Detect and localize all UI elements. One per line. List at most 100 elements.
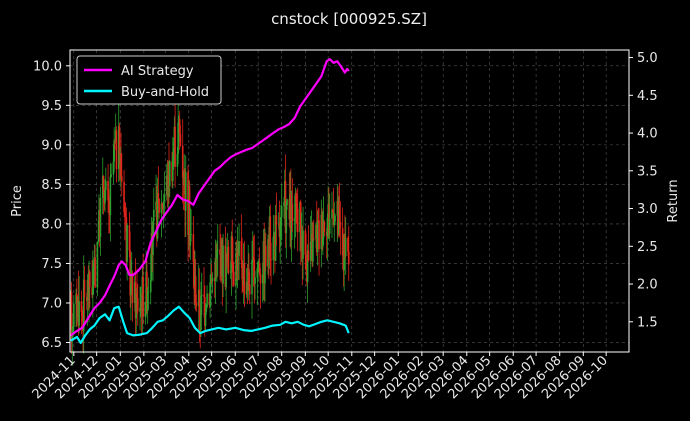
x-axis-ticks: 2024-112024-122025-012025-022025-032025-… — [30, 352, 611, 402]
price-candle-body — [83, 279, 86, 297]
price-candle-body — [304, 230, 307, 255]
price-candle-body — [144, 301, 147, 317]
price-candle-body — [269, 216, 272, 260]
price-candle-body — [326, 217, 329, 237]
price-candle-body — [272, 236, 275, 260]
price-candle-body — [118, 126, 121, 164]
price-candle-body — [302, 230, 304, 259]
price-candle-body — [120, 153, 122, 177]
price-candle-body — [347, 237, 349, 252]
price-candle-body — [283, 202, 285, 207]
price-candle-body — [189, 234, 192, 246]
price-candle-body — [231, 236, 234, 265]
price-candle-body — [102, 176, 105, 192]
price-candle-body — [174, 126, 176, 167]
price-candle-body — [222, 245, 224, 284]
price-candle-body — [113, 139, 115, 162]
price-candle-body — [147, 292, 150, 294]
price-candle-body — [331, 209, 333, 219]
price-candle-body — [112, 161, 115, 175]
price-candle-body — [321, 214, 323, 247]
price-candle-body — [243, 263, 246, 295]
price-candle-body — [146, 271, 148, 311]
price-candle-body — [161, 203, 163, 208]
price-candle-body — [229, 271, 232, 273]
price-candle-body — [203, 294, 205, 298]
price-candle-body — [198, 289, 201, 317]
price-candle-body — [259, 273, 262, 284]
price-candle-body — [258, 262, 261, 274]
price-candle-body — [307, 250, 310, 261]
price-candle-body — [248, 269, 250, 285]
price-candle-body — [200, 295, 202, 331]
price-candle-body — [296, 203, 298, 209]
price-candle-body — [136, 297, 139, 312]
price-candle-body — [139, 307, 141, 312]
price-candle-body — [338, 208, 341, 222]
price-candle-body — [332, 210, 335, 225]
price-candle-body — [73, 303, 75, 327]
price-candle-body — [109, 176, 112, 216]
price-candle-body — [150, 233, 153, 280]
price-candle-body — [163, 194, 166, 202]
price-candle-body — [97, 240, 99, 243]
price-candle-body — [261, 274, 264, 284]
left-tick-label: 9.5 — [41, 99, 62, 114]
price-candle-body — [216, 250, 218, 260]
price-candle-body — [240, 241, 243, 261]
price-candle-body — [227, 246, 230, 273]
right-axis-label: Return — [666, 179, 681, 222]
price-candle-body — [158, 198, 160, 213]
price-candle-body — [341, 228, 344, 256]
price-candle-body — [81, 312, 83, 316]
price-candle-body — [78, 301, 80, 326]
price-candle-body — [238, 241, 240, 256]
price-candle-body — [264, 245, 267, 267]
right-tick-label: 4.5 — [637, 89, 658, 104]
price-candle-body — [344, 237, 347, 256]
price-candle-body — [130, 283, 132, 296]
price-candle-body — [110, 174, 112, 177]
price-candle-body — [252, 256, 255, 260]
price-candle-body — [328, 218, 331, 234]
right-tick-label: 3.0 — [637, 202, 658, 217]
price-candle-body — [115, 130, 118, 170]
price-candle-body — [286, 199, 288, 206]
price-candle-body — [190, 234, 192, 235]
right-tick-label: 4.0 — [637, 127, 658, 142]
price-candle-body — [129, 250, 131, 296]
price-candle-body — [107, 180, 109, 201]
return-lines — [70, 58, 350, 344]
price-candle-body — [126, 225, 128, 262]
price-candle-body — [294, 193, 297, 218]
price-candle-body — [152, 209, 155, 222]
price-candle-body — [279, 225, 281, 238]
price-candle-body — [176, 153, 179, 167]
plot-frame — [69, 49, 630, 353]
price-candle-body — [347, 251, 350, 265]
legend-ai-label: AI Strategy — [121, 64, 194, 79]
left-tick-label: 10.0 — [33, 59, 62, 74]
price-candle-body — [290, 204, 293, 241]
price-candle-body — [333, 221, 336, 225]
legend-bh-label: Buy-and-Hold — [121, 85, 209, 100]
right-axis-ticks: 1.5 2.0 2.5 3.0 3.5 4.0 4.5 5.0 — [629, 51, 658, 330]
price-candle-body — [270, 259, 272, 260]
price-candle-body — [214, 257, 217, 282]
price-candle-body — [157, 192, 160, 199]
price-candle-body — [280, 216, 282, 226]
price-candle-body — [195, 303, 198, 307]
price-candle-body — [123, 181, 125, 212]
price-candle-body — [181, 145, 184, 178]
price-candle-body — [248, 284, 251, 295]
legend: AI Strategy Buy-and-Hold — [76, 55, 222, 105]
price-candles — [69, 99, 350, 366]
price-candle-body — [194, 276, 197, 304]
price-candle-body — [124, 211, 126, 214]
price-candle-body — [193, 261, 195, 286]
price-candle-body — [312, 238, 315, 240]
price-candle-body — [312, 238, 314, 262]
price-candle-body — [316, 220, 319, 252]
price-candle-body — [291, 204, 294, 222]
price-candle-body — [108, 200, 110, 209]
